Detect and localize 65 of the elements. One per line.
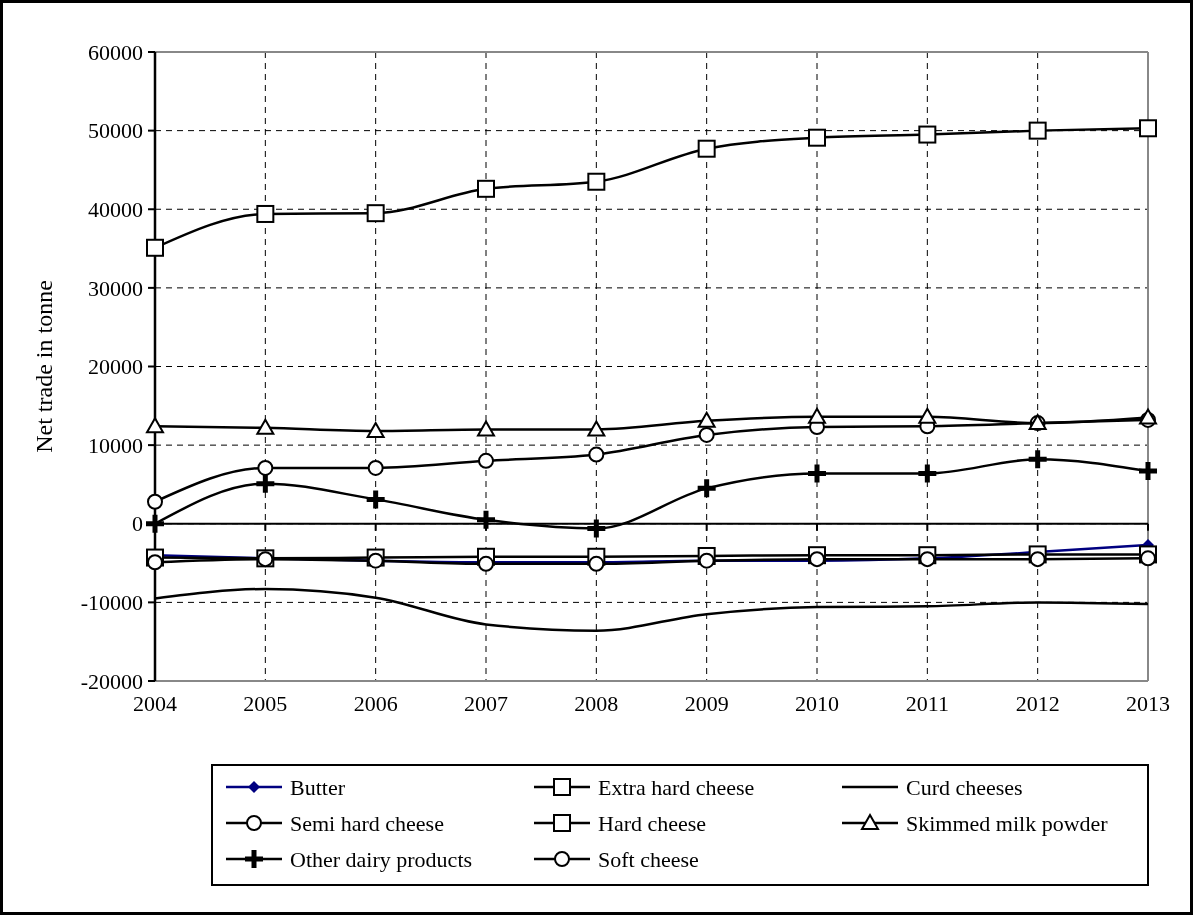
- y-tick-label: 0: [132, 511, 143, 537]
- point: [146, 238, 164, 257]
- point: [474, 508, 498, 532]
- y-axis-title: Net trade in tonne: [31, 280, 57, 453]
- point: [918, 125, 937, 144]
- point: [584, 516, 608, 540]
- point: [1139, 119, 1157, 138]
- point: [256, 418, 275, 435]
- point: [257, 459, 274, 476]
- legend-label: Hard cheese: [598, 810, 707, 836]
- point: [587, 172, 606, 191]
- point: [1028, 121, 1047, 140]
- point: [367, 459, 384, 476]
- x-tick-label: 2004: [133, 691, 177, 716]
- x-tick-label: 2011: [905, 691, 949, 716]
- y-tick-label: 30000: [88, 275, 143, 301]
- point: [1136, 459, 1160, 483]
- point: [477, 420, 495, 437]
- point: [364, 487, 388, 511]
- legend-label: Extra hard cheese: [598, 774, 755, 800]
- x-tick-label: 2013: [1126, 691, 1170, 716]
- point: [808, 407, 826, 424]
- y-tick-label: 40000: [88, 196, 143, 222]
- x-tick-label: 2007: [464, 691, 508, 716]
- point: [697, 411, 716, 428]
- legend-label: Soft cheese: [598, 846, 699, 872]
- point: [256, 204, 275, 223]
- point: [588, 446, 605, 463]
- point: [366, 421, 385, 438]
- legend-label: Skimmed milk powder: [906, 810, 1109, 836]
- x-tick-label: 2012: [1015, 691, 1060, 716]
- point: [366, 204, 385, 223]
- y-tick-label: 50000: [88, 118, 143, 144]
- legend-label: Butter: [290, 774, 346, 800]
- legend-label: Semi hard cheese: [290, 810, 444, 836]
- point: [695, 476, 719, 500]
- point: [477, 179, 495, 198]
- y-tick-label: 10000: [88, 432, 143, 458]
- x-tick-label: 2006: [353, 691, 398, 716]
- point: [915, 461, 939, 485]
- y-tick-label: -20000: [80, 668, 143, 694]
- point: [587, 420, 606, 437]
- x-tick-label: 2010: [795, 691, 839, 716]
- point: [697, 139, 716, 158]
- point: [478, 452, 494, 469]
- y-tick-label: 60000: [88, 39, 143, 65]
- point: [808, 128, 826, 147]
- point: [147, 493, 163, 510]
- point: [805, 461, 829, 485]
- point: [143, 512, 167, 536]
- y-tick-label: 20000: [88, 354, 143, 380]
- point: [1140, 550, 1156, 567]
- y-tick-label: -10000: [80, 590, 143, 616]
- legend-label: Other dairy products: [290, 846, 473, 872]
- x-tick-label: 2008: [574, 691, 619, 716]
- point: [698, 426, 715, 443]
- x-tick-label: 2005: [243, 691, 288, 716]
- point: [918, 407, 937, 424]
- legend-label: Curd cheeses: [906, 774, 1023, 800]
- point: [253, 472, 277, 496]
- point: [1026, 447, 1050, 471]
- x-tick-label: 2009: [684, 691, 729, 716]
- point: [1029, 551, 1046, 568]
- point: [147, 554, 163, 571]
- point: [146, 417, 164, 434]
